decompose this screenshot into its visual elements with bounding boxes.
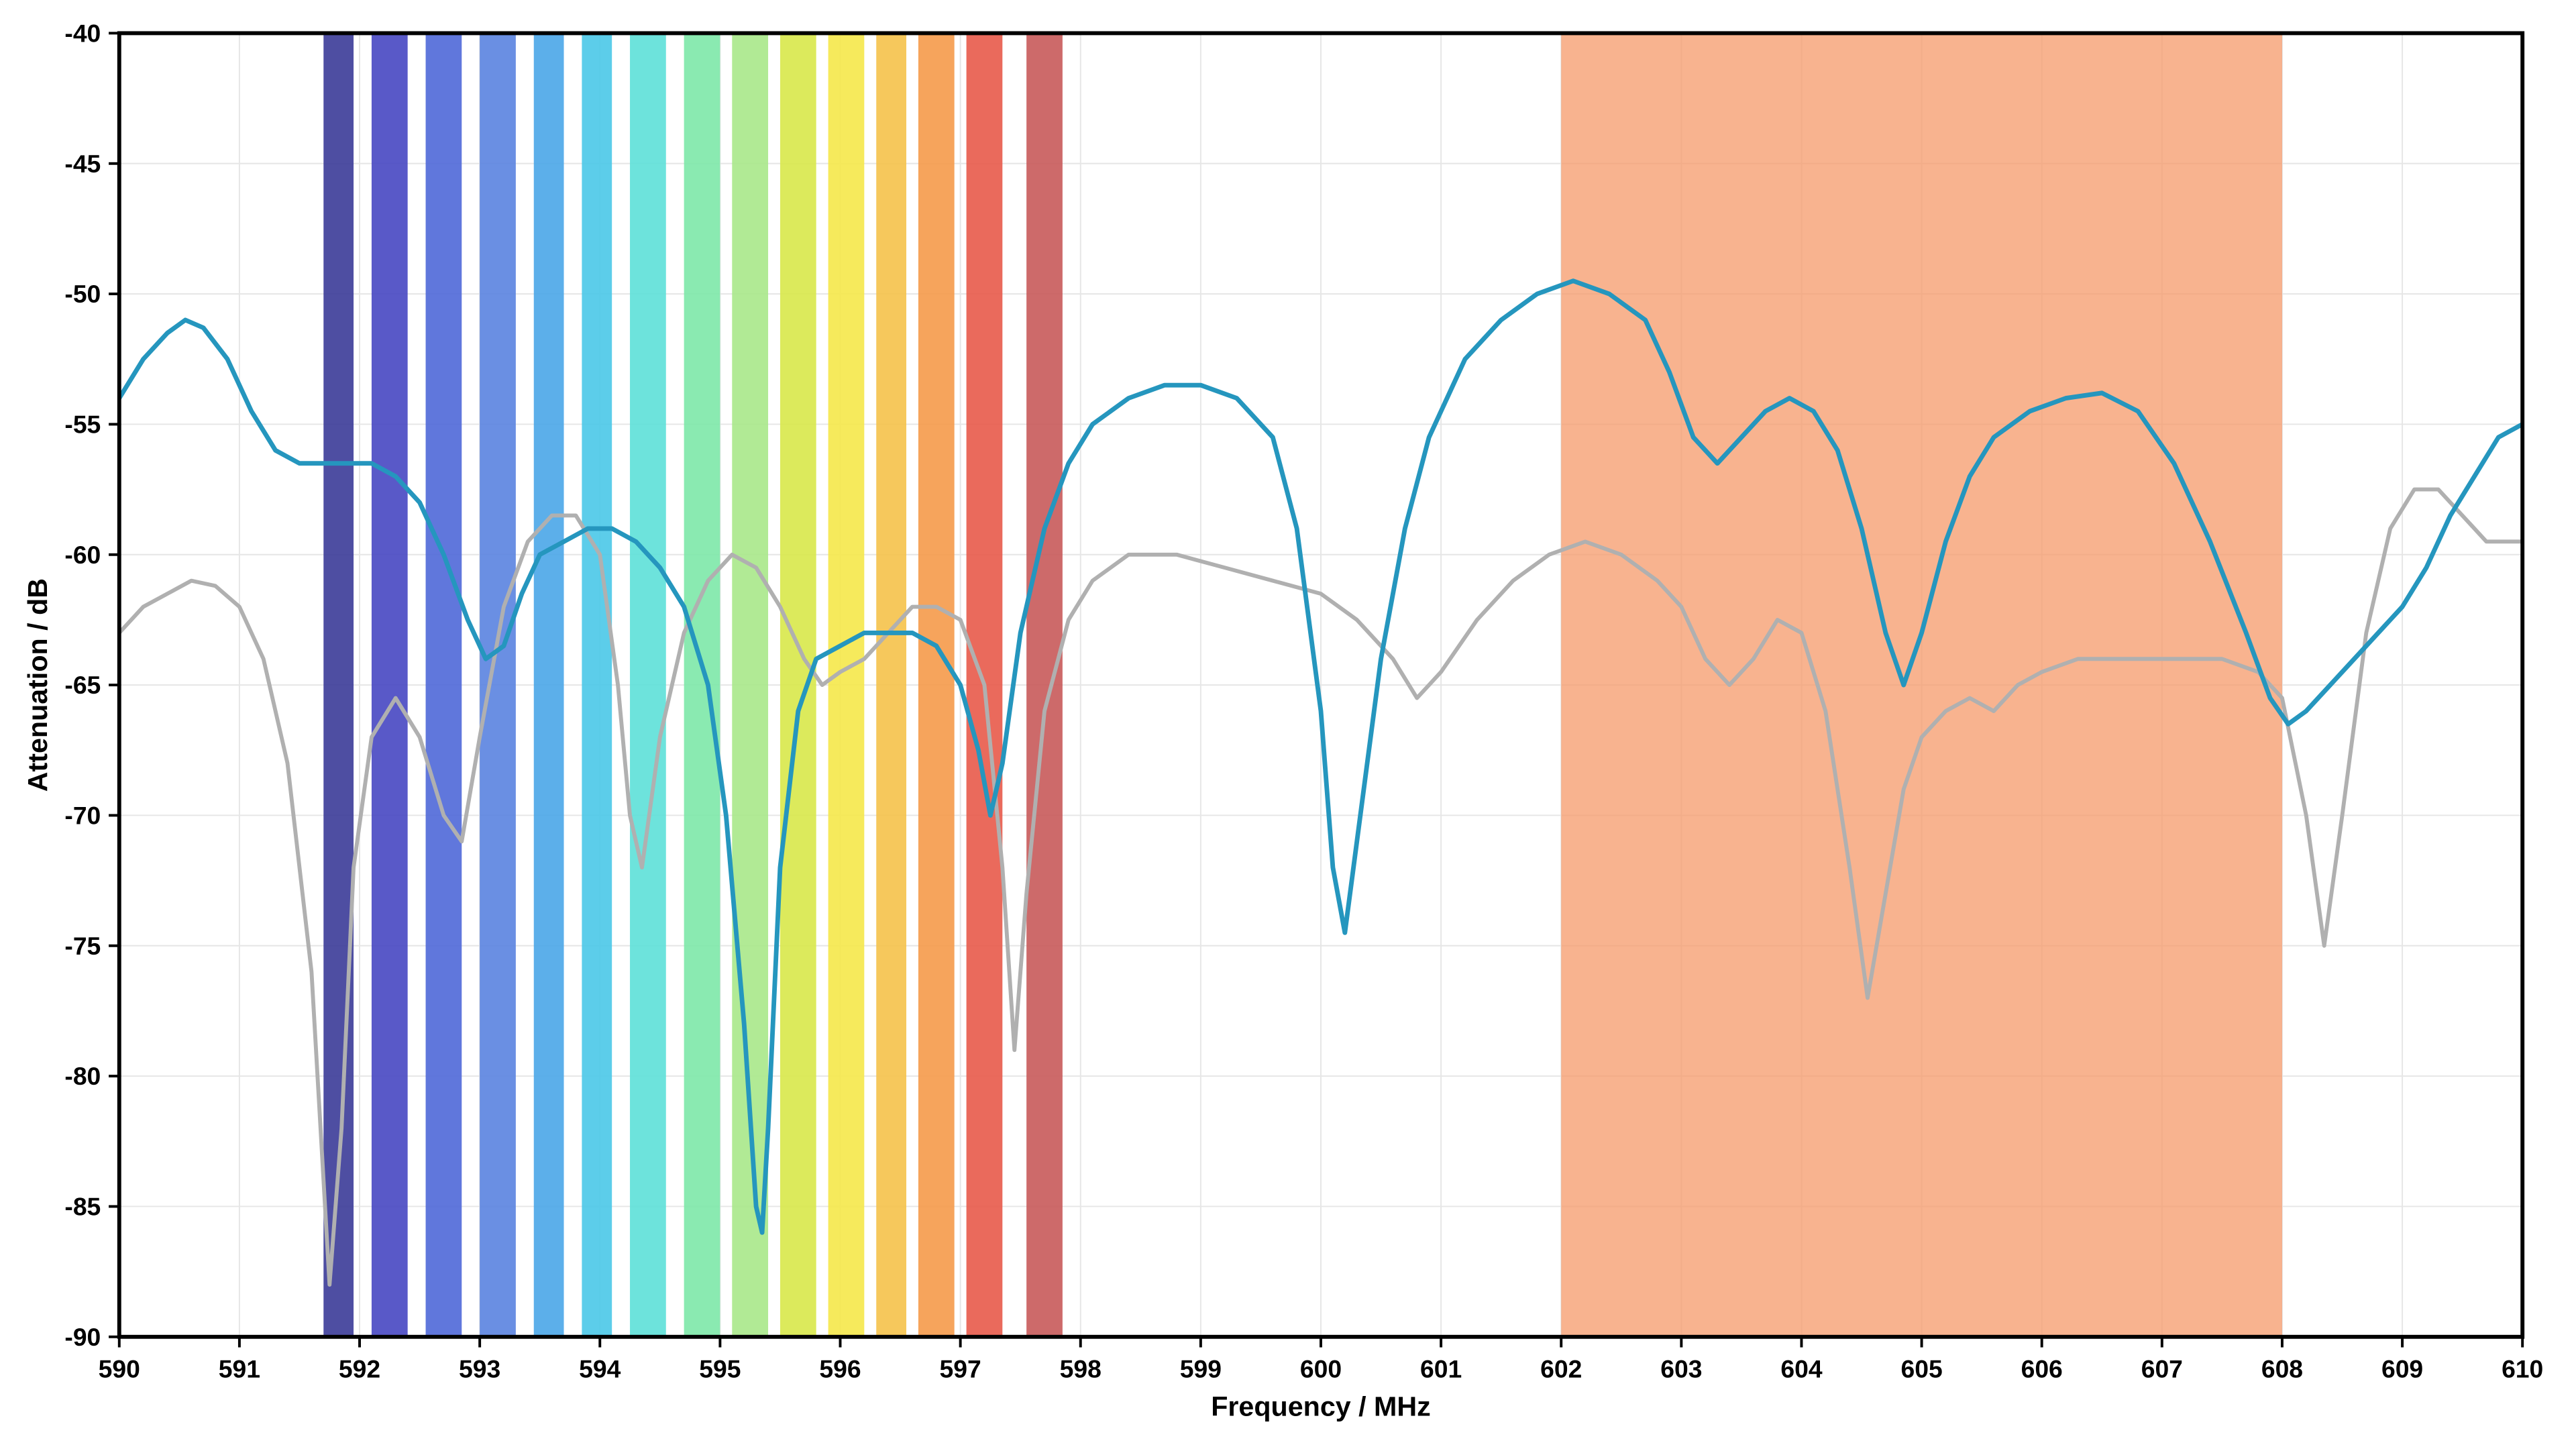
- xtick-label: 599: [1180, 1355, 1222, 1383]
- band-1: [372, 33, 408, 1336]
- x-axis-label: Frequency / MHz: [1211, 1391, 1431, 1422]
- ytick-label: -85: [64, 1192, 101, 1220]
- xtick-label: 597: [940, 1355, 981, 1383]
- xtick-label: 610: [2502, 1355, 2543, 1383]
- band-14: [1026, 33, 1063, 1336]
- xtick-label: 604: [1780, 1355, 1822, 1383]
- band-2: [426, 33, 462, 1336]
- band-10: [828, 33, 865, 1336]
- xtick-label: 592: [339, 1355, 380, 1383]
- xtick-label: 605: [1900, 1355, 1942, 1383]
- band-3: [480, 33, 516, 1336]
- xtick-label: 595: [699, 1355, 741, 1383]
- ytick-label: -55: [64, 410, 101, 438]
- xtick-label: 601: [1420, 1355, 1462, 1383]
- xtick-label: 608: [2261, 1355, 2303, 1383]
- band-12: [918, 33, 955, 1336]
- band-4: [534, 33, 564, 1336]
- xtick-label: 594: [579, 1355, 621, 1383]
- ytick-label: -70: [64, 801, 101, 829]
- xtick-label: 600: [1300, 1355, 1342, 1383]
- chart-container: 590 591 592 593 594 595 596 597 598 599 600 601 602 6…: [0, 0, 2576, 1449]
- band-9: [780, 33, 816, 1336]
- xtick-label: 603: [1660, 1355, 1702, 1383]
- xtick-label: 602: [1540, 1355, 1582, 1383]
- ytick-label: -65: [64, 671, 101, 699]
- band-0: [323, 33, 354, 1336]
- ytick-label: -80: [64, 1062, 101, 1090]
- ytick-label: -60: [64, 541, 101, 569]
- ytick-label: -45: [64, 150, 101, 178]
- band-5: [582, 33, 612, 1336]
- wide-band: [1561, 33, 2282, 1336]
- ytick-label: -40: [64, 19, 101, 47]
- ytick-label: -75: [64, 932, 101, 960]
- xtick-label: 596: [819, 1355, 861, 1383]
- attenuation-chart: 590 591 592 593 594 595 596 597 598 599 600 601 602 6…: [13, 13, 2556, 1436]
- xtick-label: 606: [2021, 1355, 2063, 1383]
- xtick-label: 607: [2141, 1355, 2183, 1383]
- xtick-label: 609: [2381, 1355, 2423, 1383]
- xtick-label: 598: [1060, 1355, 1102, 1383]
- band-11: [876, 33, 906, 1336]
- xtick-label: 590: [99, 1355, 140, 1383]
- band-6: [630, 33, 666, 1336]
- ytick-label: -90: [64, 1323, 101, 1351]
- xtick-label: 591: [219, 1355, 260, 1383]
- xtick-label: 593: [459, 1355, 500, 1383]
- y-axis-label: Attenuation / dB: [22, 578, 53, 792]
- band-7: [684, 33, 720, 1336]
- ytick-label: -50: [64, 280, 101, 308]
